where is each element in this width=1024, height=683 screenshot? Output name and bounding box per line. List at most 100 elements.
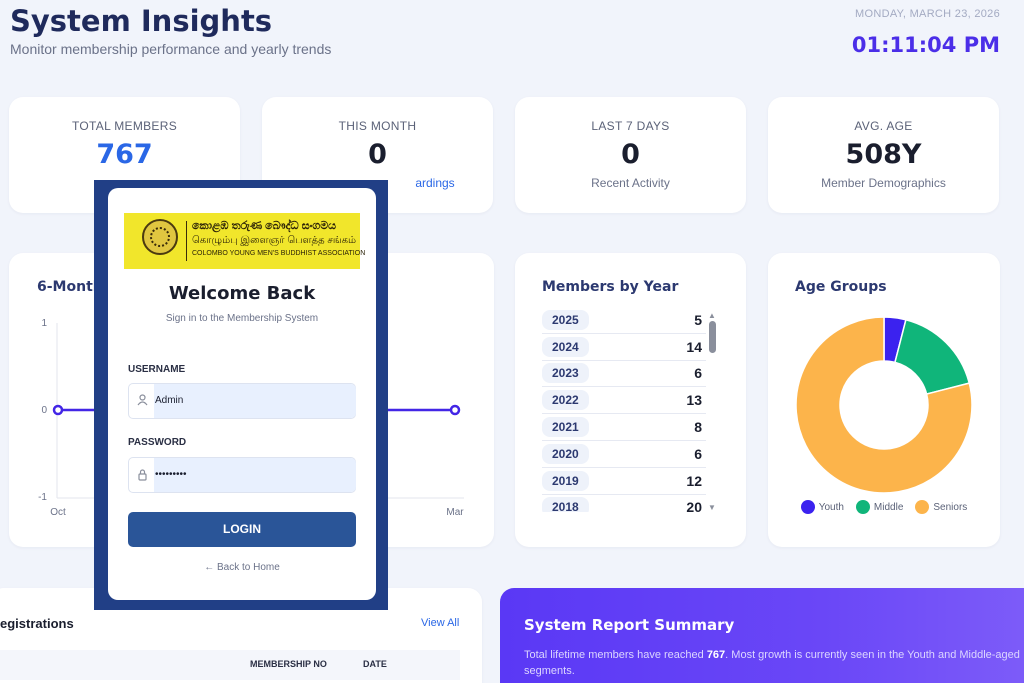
- username-field[interactable]: Admin: [128, 383, 356, 419]
- dharma-wheel-icon: [142, 219, 178, 255]
- year-pill: 2020: [542, 443, 589, 464]
- stat-label: THIS MONTH: [338, 119, 417, 133]
- login-title: Welcome Back: [168, 283, 316, 304]
- username-input[interactable]: Admin: [154, 384, 356, 418]
- report-text: Total lifetime members have reached 767.…: [524, 647, 1024, 679]
- trend-point[interactable]: [52, 404, 64, 416]
- logo-text-sinhala: කොළඹ තරුණ බෞද්ධ සංගමය: [192, 220, 337, 232]
- column-header: MEMBERSHIP NO: [250, 659, 327, 669]
- report-text-highlight: 767: [706, 649, 726, 661]
- stat-card-avg-age: AVG. AGE 508Y Member Demographics: [768, 97, 999, 213]
- association-logo: කොළඹ තරුණ බෞද්ධ සංගමය கொழும்பு இளைஞர் பௌ…: [124, 213, 365, 269]
- login-button[interactable]: LOGIN: [128, 512, 356, 547]
- scroll-down-icon[interactable]: ▼: [708, 503, 716, 512]
- year-pill: 2022: [542, 390, 589, 411]
- current-time: 01:11:04 PM: [851, 33, 1000, 57]
- legend-label: Seniors: [933, 501, 968, 513]
- age-groups-card: Age Groups Youth Middle Seniors: [768, 253, 1000, 547]
- year-pill: 2025: [542, 309, 589, 330]
- stat-value: 0: [621, 139, 640, 170]
- members-by-year-title: Members by Year: [542, 279, 679, 295]
- report-title: System Report Summary: [524, 616, 735, 634]
- table-header: MEMBERSHIP NO DATE: [0, 650, 460, 680]
- year-count: 12: [686, 472, 702, 489]
- stat-label: TOTAL MEMBERS: [71, 119, 178, 133]
- scroll-up-icon[interactable]: ▲: [708, 311, 716, 320]
- year-row: 2019 12: [542, 468, 706, 495]
- legend-label: Youth: [818, 501, 844, 513]
- donut-slice-seniors[interactable]: [795, 316, 973, 493]
- password-label: PASSWORD: [128, 437, 187, 448]
- trend-chart-title: 6-Month: [37, 279, 103, 295]
- year-count: 5: [694, 311, 702, 328]
- lock-icon: [137, 468, 148, 484]
- stat-value: 508Y: [845, 139, 922, 170]
- legend-swatch: [800, 500, 815, 514]
- registrations-title: egistrations: [0, 616, 74, 631]
- year-count: 14: [686, 338, 702, 355]
- legend-swatch: [855, 500, 870, 514]
- x-tick-label: Oct: [50, 507, 66, 518]
- x-tick-label: Mar: [446, 507, 464, 518]
- members-by-year-card: Members by Year 2025 5 2024 14 2023 6 2022 13 20…: [515, 253, 746, 547]
- current-date: MONDAY, MARCH 23, 2026: [855, 8, 1000, 20]
- recent-registrations-card: egistrations View All MEMBERSHIP NO DATE: [0, 588, 482, 683]
- year-list[interactable]: 2025 5 2024 14 2023 6 2022 13 2021 8 2020 6 2019 12 20…: [542, 307, 706, 512]
- legend-label: Middle: [873, 501, 904, 513]
- year-pill: 2021: [542, 417, 589, 438]
- year-count: 8: [694, 419, 702, 436]
- year-row: 2024 14: [542, 334, 706, 361]
- stat-sub-link[interactable]: ardings: [415, 176, 455, 190]
- legend-item-middle[interactable]: Middle: [855, 500, 904, 514]
- stat-sub: Recent Activity: [591, 176, 670, 190]
- report-text-part: . Most growth is currently seen in the Y…: [524, 649, 1020, 677]
- year-row: 2025 5: [542, 307, 706, 334]
- logo-text-english: COLOMBO YOUNG MEN'S BUDDHIST ASSOCIATION: [192, 250, 366, 257]
- y-tick-label: 0: [41, 405, 47, 416]
- report-text-part: Total lifetime members have reached: [524, 649, 707, 661]
- page-title: System Insights: [10, 4, 273, 38]
- back-to-home-link[interactable]: ← Back to Home: [204, 562, 280, 573]
- year-count: 6: [694, 365, 702, 382]
- password-field[interactable]: •••••••••: [128, 457, 356, 493]
- year-row: 2023 6: [542, 361, 706, 388]
- password-input[interactable]: •••••••••: [154, 458, 356, 492]
- stat-value: 0: [368, 139, 387, 170]
- year-count: 6: [694, 445, 702, 462]
- year-pill: 2023: [542, 363, 589, 384]
- trend-point[interactable]: [449, 404, 461, 416]
- year-pill: 2019: [542, 470, 589, 491]
- year-pill: 2024: [542, 336, 589, 357]
- y-tick-label: -1: [38, 492, 47, 503]
- year-row: 2021 8: [542, 414, 706, 441]
- year-count: 13: [686, 392, 702, 409]
- year-row: 2020 6: [542, 441, 706, 468]
- y-tick-label: 1: [41, 318, 47, 329]
- stat-card-last-7-days: LAST 7 DAYS 0 Recent Activity: [515, 97, 746, 213]
- view-all-link[interactable]: View All: [421, 617, 460, 629]
- column-header: DATE: [363, 659, 387, 669]
- user-icon: [137, 394, 148, 409]
- scrollbar-thumb[interactable]: [709, 321, 716, 353]
- login-modal: කොළඹ තරුණ බෞද්ධ සංගමය கொழும்பு இளைஞர் பௌ…: [108, 188, 376, 600]
- year-row: 2018 20: [542, 495, 706, 512]
- stat-label: AVG. AGE: [854, 119, 913, 133]
- year-pill: 2018: [542, 497, 589, 512]
- stat-value: 767: [96, 139, 153, 170]
- year-row: 2022 13: [542, 387, 706, 415]
- age-groups-legend: Youth Middle Seniors: [768, 500, 1000, 514]
- donut-slice-middle[interactable]: [894, 318, 971, 395]
- stat-label: LAST 7 DAYS: [591, 119, 670, 133]
- report-summary-card: System Report Summary Total lifetime mem…: [500, 588, 1024, 683]
- year-count: 20: [686, 499, 702, 512]
- logo-text-tamil: கொழும்பு இளைஞர் பௌத்த சங்கம்: [192, 235, 357, 246]
- legend-item-seniors[interactable]: Seniors: [915, 500, 967, 514]
- legend-item-youth[interactable]: Youth: [800, 500, 844, 514]
- legend-swatch: [915, 500, 930, 514]
- username-label: USERNAME: [128, 364, 186, 375]
- age-groups-title: Age Groups: [795, 279, 887, 295]
- stat-sub: Member Demographics: [821, 176, 946, 190]
- password-value: •••••••••: [155, 469, 187, 480]
- username-value: Admin: [155, 395, 184, 406]
- login-subtitle: Sign in to the Membership System: [165, 313, 319, 324]
